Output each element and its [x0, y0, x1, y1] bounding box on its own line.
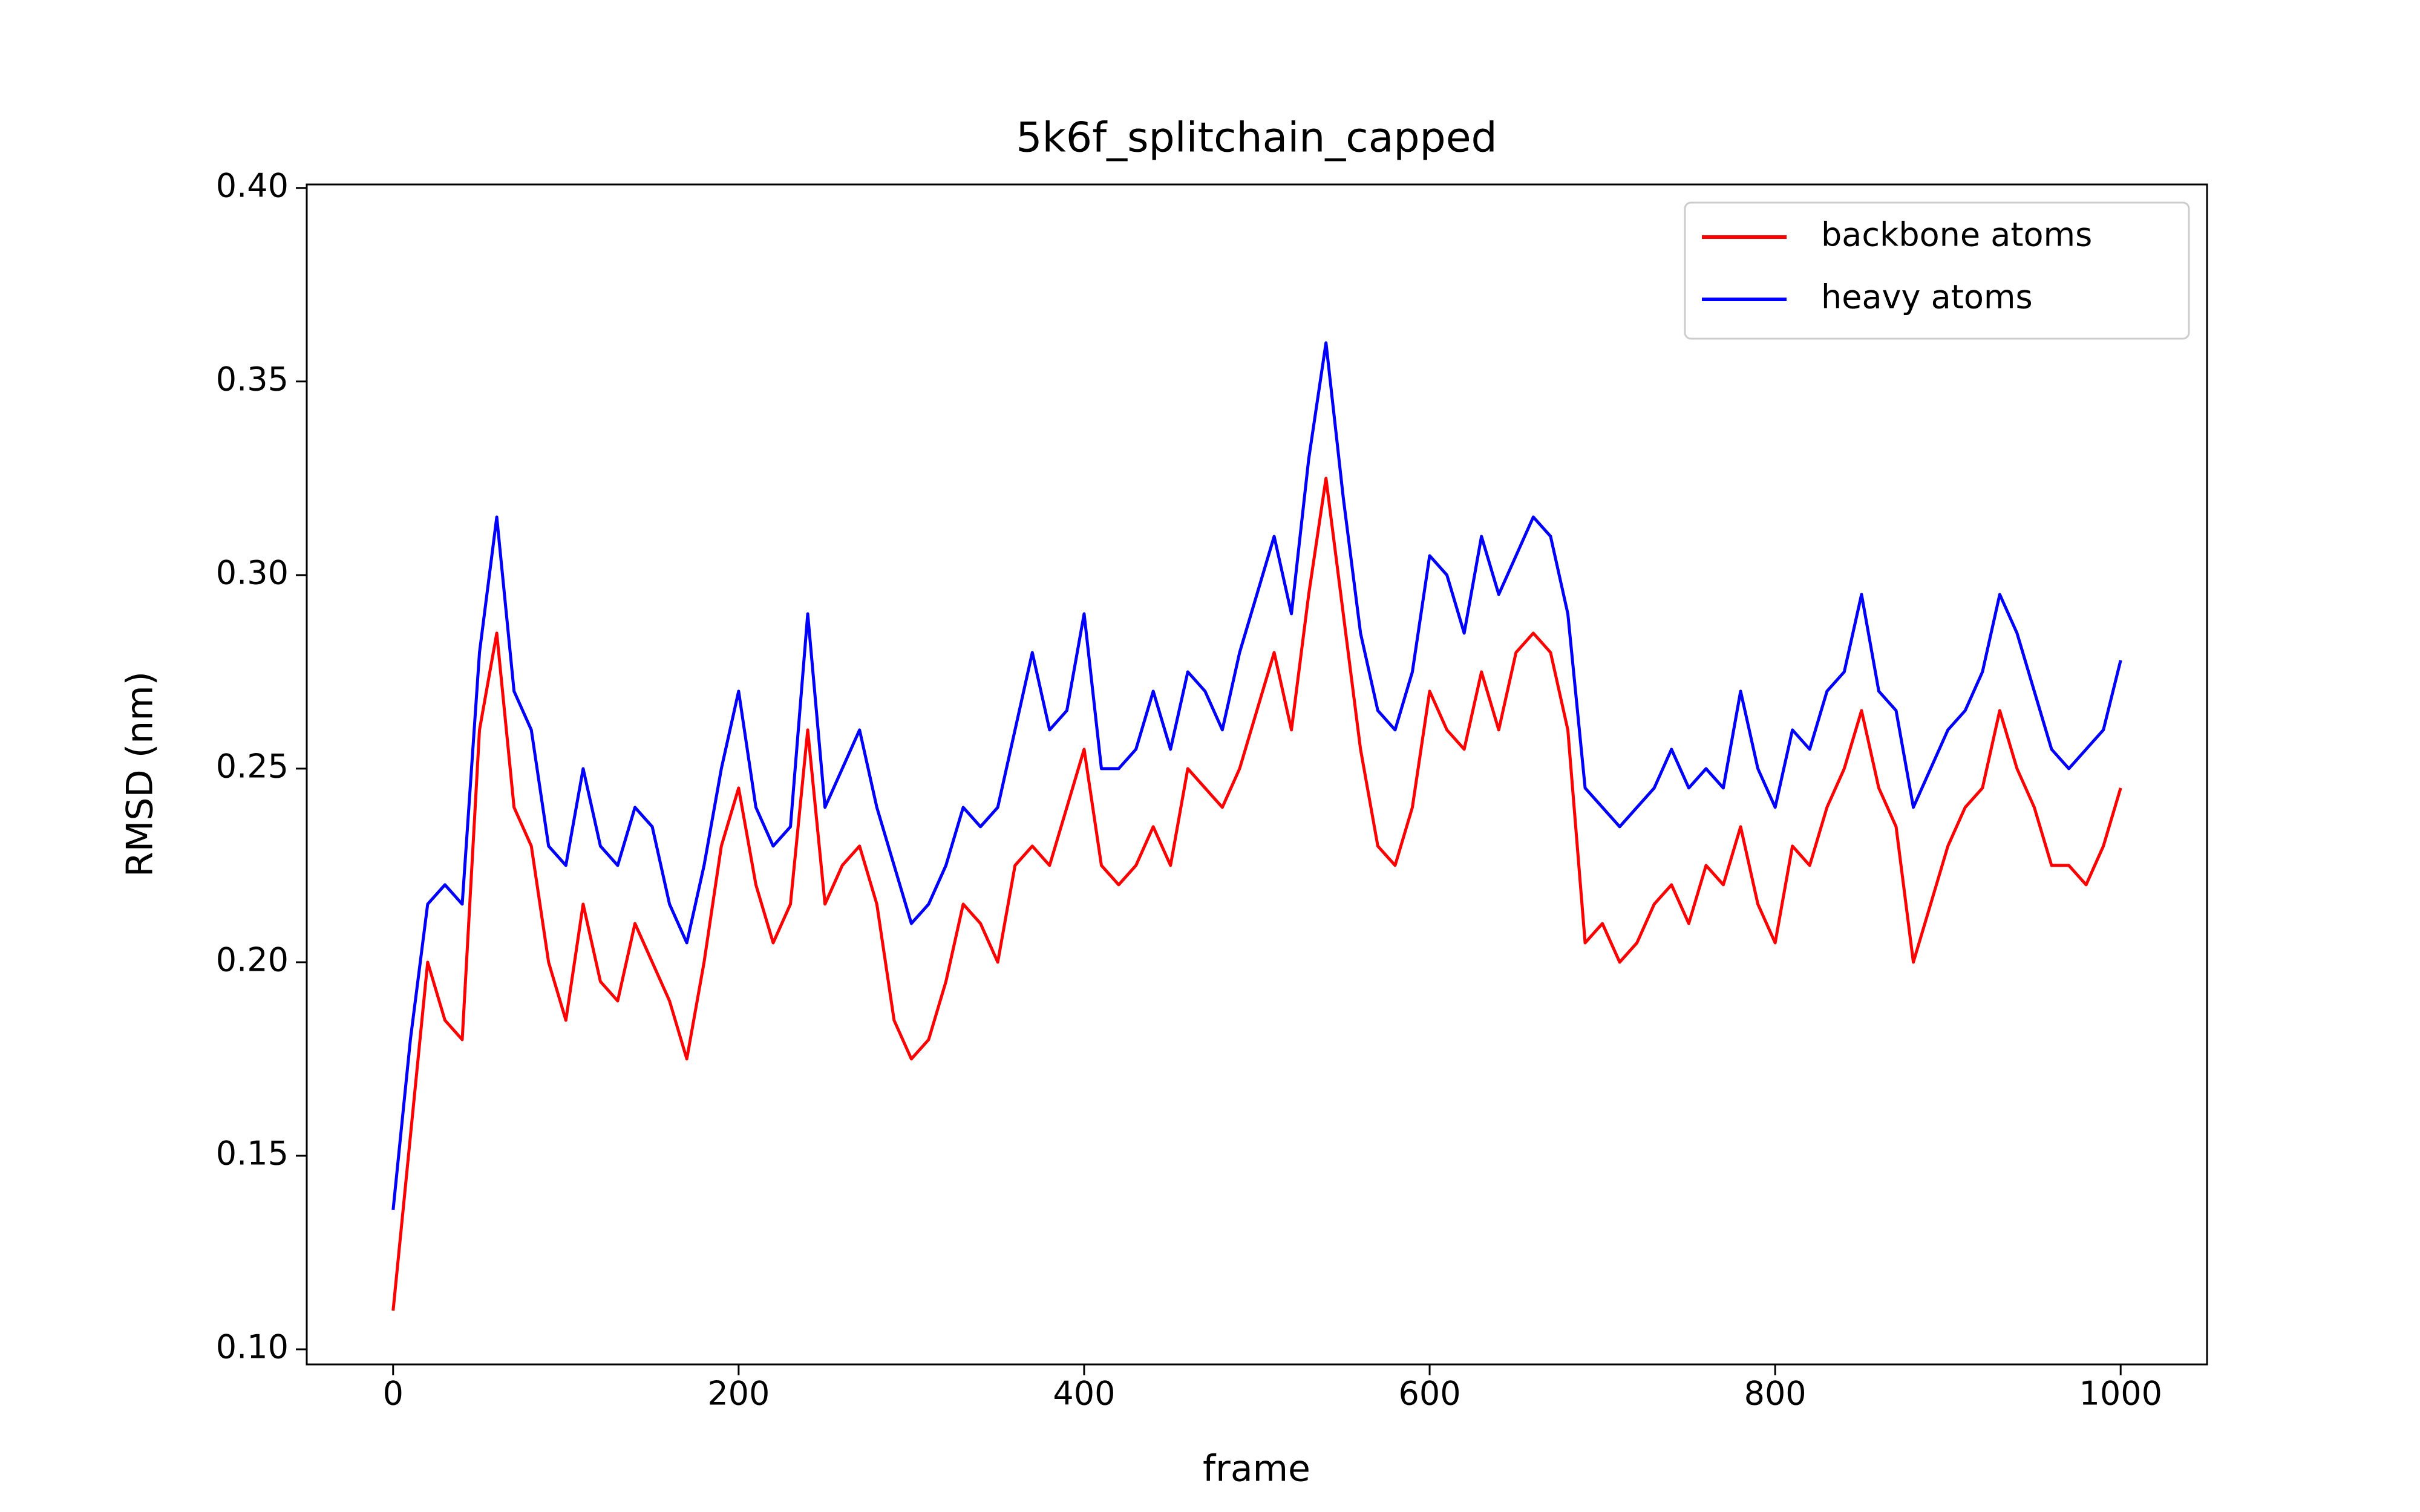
- x-tick-label: 200: [707, 1375, 770, 1413]
- y-tick-label: 0.10: [216, 1328, 289, 1366]
- x-axis-label: frame: [1203, 1448, 1310, 1490]
- x-tick-label: 600: [1399, 1375, 1461, 1413]
- x-tick-label: 1000: [2079, 1375, 2162, 1413]
- plot-frame: [306, 183, 2208, 1366]
- data-line: [391, 341, 2122, 1210]
- x-tick-label: 800: [1744, 1375, 1807, 1413]
- y-tick-label: 0.40: [216, 166, 289, 204]
- data-line: [391, 477, 2122, 1311]
- legend-label: backbone atoms: [1821, 216, 2092, 254]
- y-axis-label: RMSD (nm): [119, 671, 162, 877]
- y-tick-label: 0.20: [216, 941, 289, 979]
- y-tick-label: 0.25: [216, 748, 289, 786]
- x-tick-label: 400: [1053, 1375, 1115, 1413]
- y-tick-label: 0.30: [216, 553, 289, 591]
- legend-label: heavy atoms: [1821, 278, 2033, 316]
- y-tick-label: 0.35: [216, 360, 289, 398]
- chart-title: 5k6f_splitchain_capped: [1016, 114, 1497, 162]
- x-tick-label: 0: [383, 1375, 404, 1413]
- legend-box: [1684, 201, 2190, 340]
- y-tick-label: 0.15: [216, 1135, 289, 1173]
